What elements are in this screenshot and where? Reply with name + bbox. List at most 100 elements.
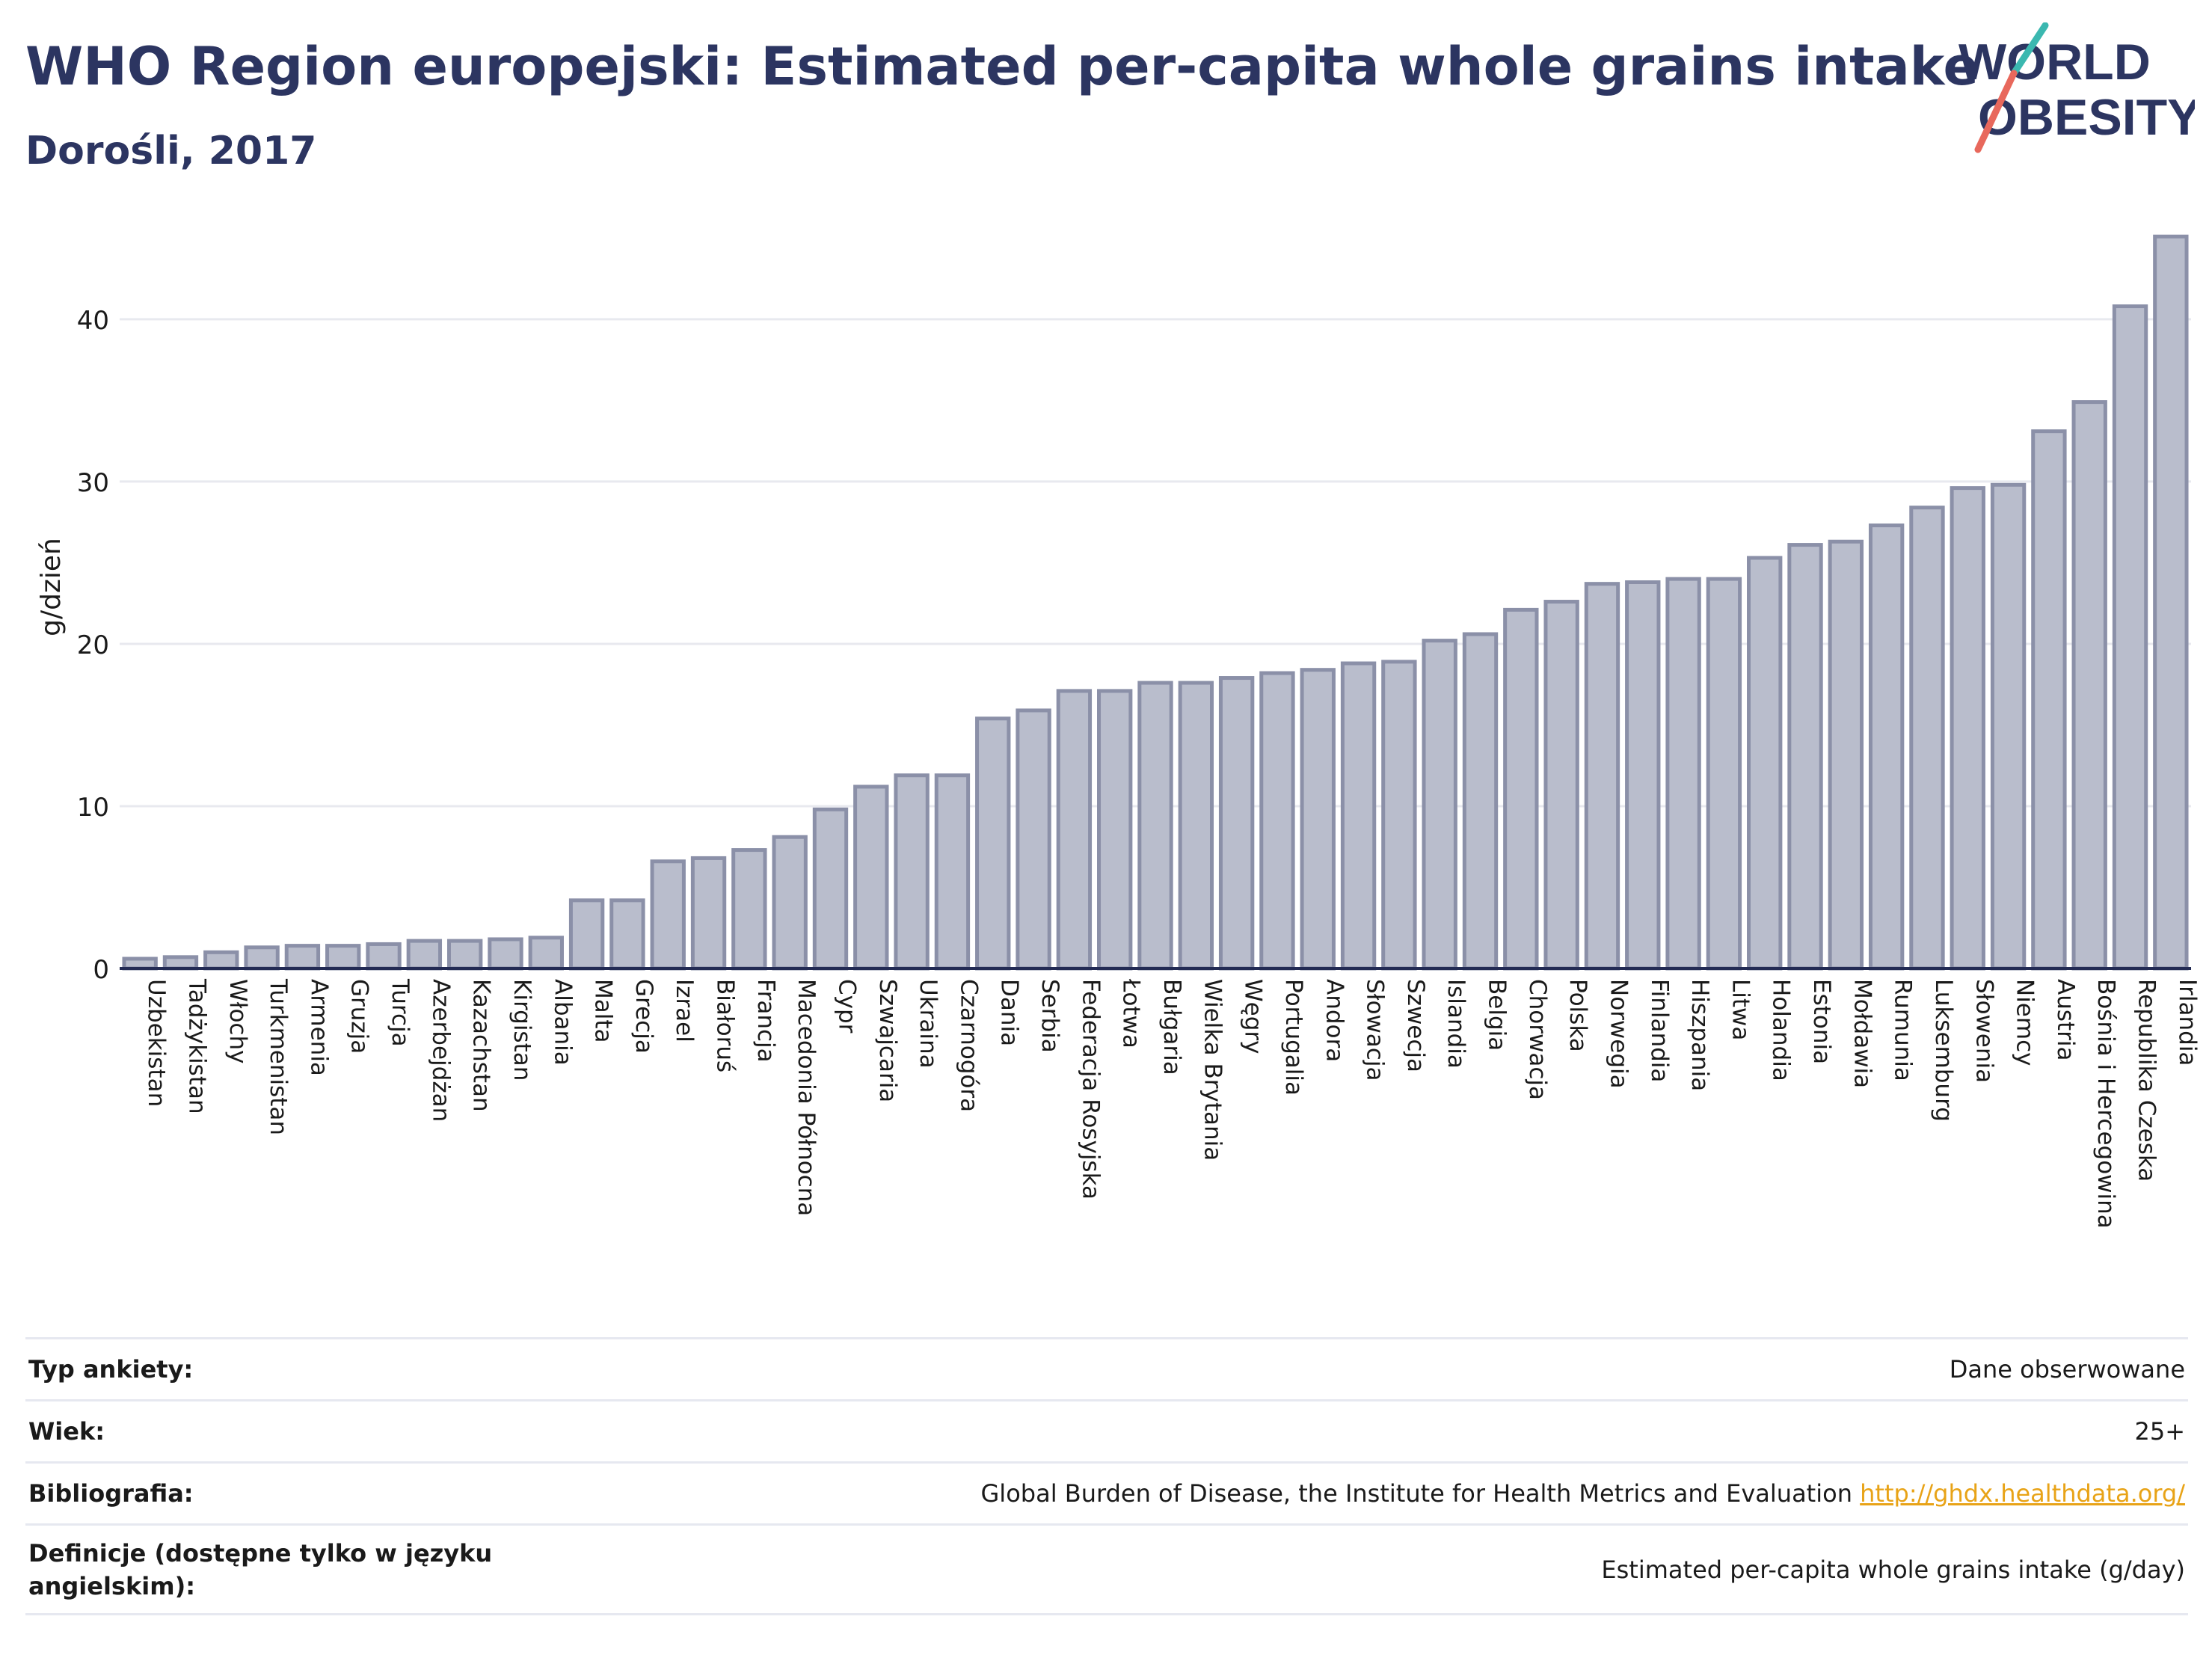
x-tick-label: Cypr: [833, 979, 860, 1034]
bar: [162, 955, 199, 971]
bar: [1300, 668, 1336, 971]
x-tick-label: Łotwa: [1118, 978, 1145, 1048]
bar: [1787, 543, 1823, 971]
x-tick-label: Szwajcaria: [874, 979, 901, 1102]
reference-link[interactable]: http://ghdx.healthdata.org/: [1860, 1479, 2185, 1508]
x-tick-label: Kazachstan: [468, 979, 495, 1112]
y-tick-label: 0: [93, 955, 109, 985]
x-tick-label: Macedonia Północna: [793, 979, 820, 1216]
reference-label: Bibliografia:: [25, 1461, 510, 1526]
y-tick-label: 10: [77, 793, 109, 823]
bar: [1990, 482, 2027, 971]
bar: [1340, 661, 1377, 971]
x-tick-label: Albania: [549, 979, 576, 1066]
x-tick-label: Luksemburg: [1930, 979, 1957, 1122]
bar: [1381, 660, 1417, 971]
world-obesity-logo: WORLD OBESITY: [1958, 22, 2195, 153]
info-table: Typ ankiety: Dane obserwowane Wiek: 25+ …: [25, 1337, 2188, 1615]
info-row-reference: Bibliografia: Global Burden of Disease, …: [25, 1461, 2188, 1526]
bar: [1097, 689, 1133, 971]
bar: [2071, 400, 2107, 971]
bar: [609, 898, 645, 971]
bar: [1706, 577, 1742, 971]
x-tick-label: Niemcy: [2012, 979, 2039, 1066]
x-tick-label: Holandia: [1768, 979, 1795, 1081]
survey-type-value: Dane obserwowane: [510, 1337, 2188, 1401]
bar: [1868, 523, 1905, 971]
x-tick-label: Wielka Brytania: [1199, 979, 1226, 1161]
x-tick-label: Ukraina: [915, 979, 941, 1069]
x-tick-label: Norwegia: [1605, 979, 1632, 1089]
x-tick-label: Turkmenistan: [265, 978, 292, 1135]
age-value: 25+: [510, 1399, 2188, 1464]
bar: [934, 773, 971, 971]
bar: [2112, 304, 2148, 971]
bar: [690, 856, 727, 971]
reference-value-cell: Global Burden of Disease, the Institute …: [510, 1461, 2188, 1526]
info-row-survey: Typ ankiety: Dane obserwowane: [25, 1337, 2188, 1401]
chart-subtitle: Dorośli, 2017: [25, 129, 317, 174]
survey-type-label: Typ ankiety:: [25, 1337, 510, 1401]
bar: [528, 936, 564, 971]
x-tick-label: Uzbekistan: [143, 979, 170, 1107]
x-tick-label: Dania: [996, 979, 1023, 1046]
y-tick-label: 40: [77, 306, 109, 336]
y-tick-label: 20: [77, 630, 109, 660]
bar: [1503, 607, 1539, 971]
x-tick-label: Słowacja: [1362, 979, 1389, 1081]
bar: [406, 939, 443, 971]
bar: [1178, 681, 1214, 971]
definition-label: Definicje (dostępne tylko w języku angie…: [25, 1523, 510, 1615]
x-tick-label: Kirgistan: [509, 979, 535, 1081]
y-tick-label: 30: [77, 468, 109, 498]
x-tick-label: Bułgaria: [1158, 979, 1185, 1075]
x-tick-label: Grecja: [630, 979, 657, 1054]
bar: [853, 784, 889, 971]
y-axis-label: g/dzień: [36, 538, 67, 636]
x-tick-label: Republika Czeska: [2133, 979, 2160, 1182]
x-tick-label: Irlandia: [2174, 979, 2201, 1066]
bar: [1950, 486, 1985, 971]
bar: [1462, 632, 1499, 971]
bar: [1625, 580, 1661, 971]
bar: [1665, 577, 1701, 971]
bar: [1828, 539, 1864, 971]
bar: [568, 898, 605, 971]
bar: [2153, 234, 2189, 971]
logo-line2: OBESITY: [1978, 89, 2195, 146]
x-tick-label: Estonia: [1808, 979, 1835, 1064]
bar: [488, 937, 523, 971]
x-tick-label: Tadżykistan: [183, 978, 210, 1114]
x-tick-label: Andora: [1321, 979, 1348, 1062]
bar: [2031, 429, 2067, 971]
bars: [122, 234, 2189, 971]
x-tick-label: Malta: [590, 979, 617, 1043]
x-tick-label: Gruzja: [346, 979, 373, 1054]
bar: [203, 950, 239, 971]
x-tick-label: Czarnogóra: [955, 979, 982, 1112]
bar: [1422, 639, 1457, 971]
bar: [244, 945, 280, 971]
bar: [975, 716, 1011, 971]
x-tick-label: Słowenia: [1970, 979, 1997, 1083]
x-tick-label: Węgry: [1240, 979, 1267, 1054]
x-tick-label: Litwa: [1727, 979, 1754, 1040]
bar: [1543, 600, 1579, 971]
chart-title: WHO Region europejski: Estimated per-cap…: [25, 36, 1979, 97]
x-tick-label: Chorwacja: [1524, 979, 1551, 1100]
info-row-age: Wiek: 25+: [25, 1399, 2188, 1464]
x-tick-label: Mołdawia: [1849, 979, 1875, 1088]
bar: [1584, 582, 1620, 971]
bar: [1218, 676, 1255, 971]
x-tick-label: Portugalia: [1280, 979, 1307, 1096]
logo-line1: WORLD: [1958, 34, 2151, 90]
x-tick-label: Bośnia i Hercegowina: [2092, 979, 2119, 1229]
x-tick-label: Polska: [1564, 979, 1591, 1052]
x-tick-label: Hiszpania: [1686, 979, 1713, 1091]
bar: [812, 807, 849, 971]
x-tick-label: Armenia: [305, 979, 332, 1076]
bar: [650, 859, 686, 971]
info-row-definition: Definicje (dostępne tylko w języku angie…: [25, 1523, 2188, 1615]
x-tick-label: Federacja Rosyjska: [1077, 979, 1104, 1200]
bar: [366, 942, 402, 971]
